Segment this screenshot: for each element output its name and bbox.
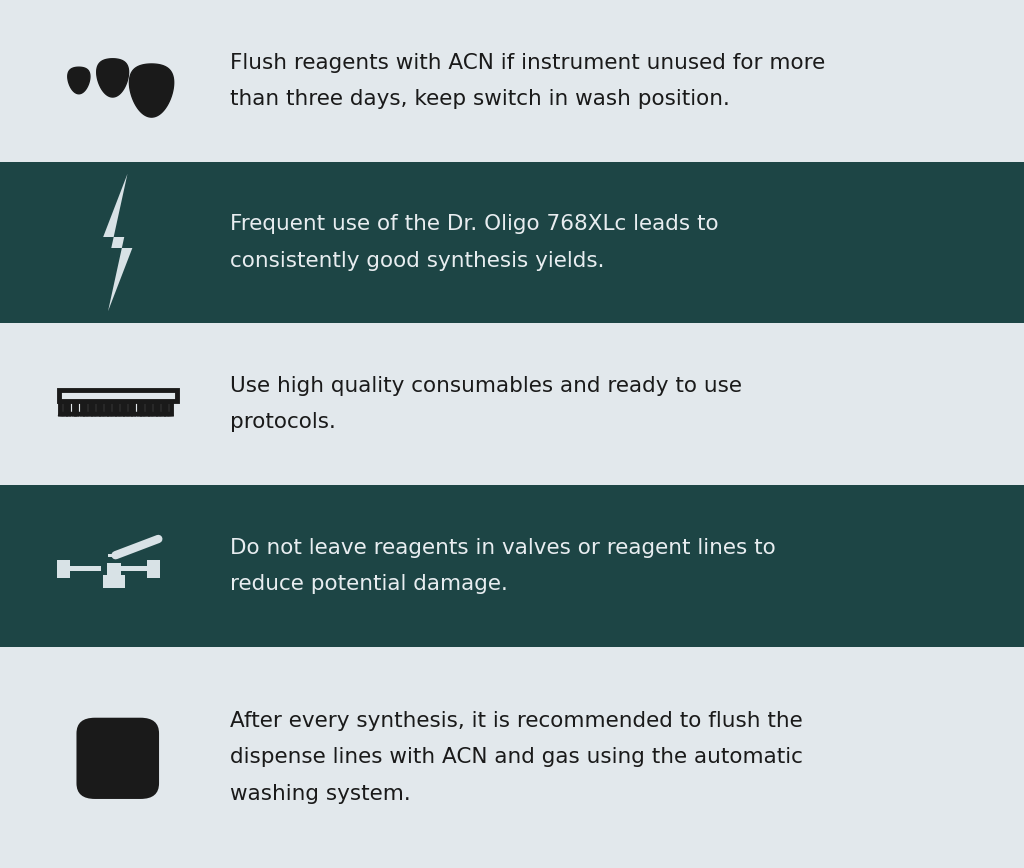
Text: washing system.: washing system. [230,784,412,804]
FancyBboxPatch shape [70,567,100,571]
FancyBboxPatch shape [77,718,159,799]
FancyBboxPatch shape [109,554,117,556]
Text: dispense lines with ACN and gas using the automatic: dispense lines with ACN and gas using th… [230,747,803,767]
PathPatch shape [103,174,132,312]
Polygon shape [68,67,90,94]
Text: protocols.: protocols. [230,412,336,432]
Text: reduce potential damage.: reduce potential damage. [230,574,508,594]
FancyBboxPatch shape [0,161,1024,324]
Text: consistently good synthesis yields.: consistently good synthesis yields. [230,251,605,271]
FancyBboxPatch shape [103,575,125,589]
Polygon shape [129,64,174,117]
FancyBboxPatch shape [103,728,132,733]
FancyBboxPatch shape [105,729,130,742]
Text: Flush reagents with ACN if instrument unused for more: Flush reagents with ACN if instrument un… [230,53,825,73]
FancyBboxPatch shape [0,485,1024,647]
FancyBboxPatch shape [0,324,1024,485]
Text: Frequent use of the Dr. Oligo 768XLc leads to: Frequent use of the Dr. Oligo 768XLc lea… [230,214,719,234]
FancyBboxPatch shape [0,0,1024,161]
FancyBboxPatch shape [0,647,1024,868]
Polygon shape [96,59,129,97]
FancyBboxPatch shape [121,567,146,571]
FancyBboxPatch shape [56,560,70,578]
Text: Do not leave reagents in valves or reagent lines to: Do not leave reagents in valves or reage… [230,537,776,557]
FancyBboxPatch shape [108,563,121,575]
FancyBboxPatch shape [146,560,160,578]
Text: than three days, keep switch in wash position.: than three days, keep switch in wash pos… [230,89,730,109]
Text: After every synthesis, it is recommended to flush the: After every synthesis, it is recommended… [230,711,803,731]
Text: Use high quality consumables and ready to use: Use high quality consumables and ready t… [230,376,742,396]
